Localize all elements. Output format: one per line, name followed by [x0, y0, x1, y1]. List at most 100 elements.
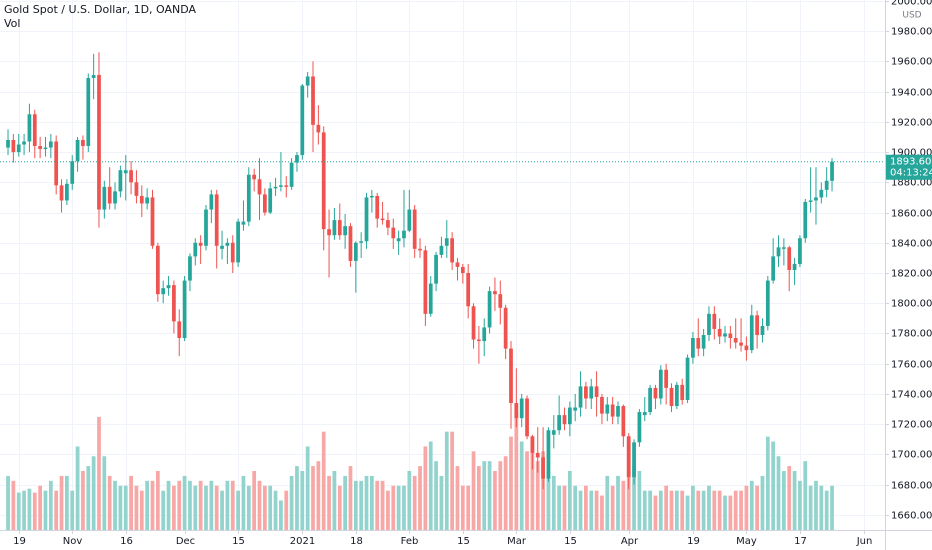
volume-bar — [273, 490, 278, 530]
candle-body — [300, 85, 305, 156]
volume-bar — [204, 485, 208, 530]
volume-bar — [471, 451, 476, 530]
candle-body — [685, 357, 690, 400]
volume-bar — [236, 490, 240, 530]
candle-body — [434, 254, 438, 284]
x-tick-label: 17 — [794, 536, 807, 547]
candle-body — [466, 273, 471, 307]
candle-body — [369, 195, 374, 198]
volume-bar — [118, 485, 123, 530]
candle-body — [182, 280, 187, 339]
candle-body — [642, 412, 647, 416]
y-tick-label: 1780.000 — [891, 329, 932, 340]
volume-bar — [220, 490, 224, 530]
y-tick-label: 1700.000 — [891, 450, 932, 461]
candle-body — [145, 197, 150, 204]
volume-bar — [744, 485, 749, 530]
candle-body — [332, 220, 337, 236]
y-tick-label: 1980.000 — [891, 27, 932, 38]
candle-body — [54, 141, 59, 186]
candle-body — [273, 186, 278, 189]
volume-bar — [466, 485, 471, 530]
candle-body — [600, 396, 604, 414]
candle-body — [428, 283, 433, 314]
volume-bar — [557, 485, 562, 530]
candle-body — [632, 442, 636, 478]
volume-bar — [279, 500, 283, 530]
candle-body — [717, 328, 722, 337]
candle-body — [262, 194, 267, 213]
candle-body — [798, 238, 802, 264]
volume-bar — [723, 495, 727, 530]
candle-body — [139, 195, 144, 204]
candle-body — [567, 407, 572, 425]
volume-bar — [546, 471, 551, 530]
candle-body — [38, 146, 43, 150]
candle-body — [444, 238, 449, 246]
candle-body — [573, 407, 578, 411]
volume-bar — [739, 490, 743, 530]
y-tick-label: 1900.000 — [891, 148, 932, 159]
volume-bar — [252, 471, 257, 530]
volume-bar — [562, 485, 567, 530]
volume-bar — [701, 490, 706, 530]
volume-pane — [6, 412, 834, 530]
volume-bar — [573, 485, 578, 530]
volume-bar — [396, 485, 401, 530]
volume-bar — [674, 490, 679, 530]
candle-body — [113, 191, 117, 204]
volume-bar — [525, 451, 529, 530]
candle-body — [353, 242, 358, 261]
candle-body — [193, 242, 198, 257]
candle-body — [594, 386, 599, 397]
candle-body — [605, 404, 610, 414]
volume-bar — [803, 461, 808, 530]
volume-bar — [760, 475, 765, 530]
candle-body — [129, 170, 133, 183]
candle-body — [65, 183, 69, 201]
candle-body — [450, 238, 455, 263]
volume-bar — [434, 461, 438, 530]
x-tick-label: 15 — [457, 536, 470, 547]
volume-bar — [664, 485, 669, 530]
volume-bar — [268, 485, 273, 530]
volume-bar — [386, 490, 390, 530]
volume-bar — [284, 490, 289, 530]
volume-bar — [642, 490, 647, 530]
volume-bar — [332, 471, 337, 530]
volume-bar — [610, 485, 615, 530]
candle-body — [455, 262, 460, 267]
volume-bar — [241, 475, 246, 530]
candle-body — [86, 78, 91, 147]
volume-bar — [632, 466, 636, 530]
volume-bar — [621, 480, 626, 530]
volume-bar — [428, 441, 433, 530]
volume-bar — [316, 461, 321, 530]
candle-body — [653, 387, 658, 399]
volume-bar — [327, 475, 331, 530]
candle-body — [246, 174, 251, 222]
candle-body — [610, 404, 615, 417]
candle-body — [733, 338, 738, 343]
volume-bar — [616, 475, 620, 530]
candle-body — [696, 338, 701, 349]
candle-body — [824, 180, 829, 190]
x-tick-label: 2021 — [290, 536, 315, 547]
chart-title: Gold Spot / U.S. Dollar, 1D, OANDA — [4, 3, 197, 16]
x-tick-label: Feb — [401, 536, 419, 547]
volume-bar — [567, 471, 572, 530]
volume-bar — [129, 475, 133, 530]
y-tick-label: 2000.000 — [891, 0, 932, 8]
volume-bar — [658, 490, 663, 530]
candle-body — [188, 256, 192, 281]
volume-bar — [584, 485, 588, 530]
candle-body — [359, 241, 364, 243]
candle-body — [118, 170, 123, 192]
candle-body — [102, 186, 107, 210]
volume-bar — [145, 480, 150, 530]
volume-bar — [337, 485, 342, 530]
volume-bar — [343, 475, 347, 530]
volume-bar — [728, 495, 733, 530]
candle-body — [6, 139, 10, 148]
volume-bar — [487, 461, 492, 530]
